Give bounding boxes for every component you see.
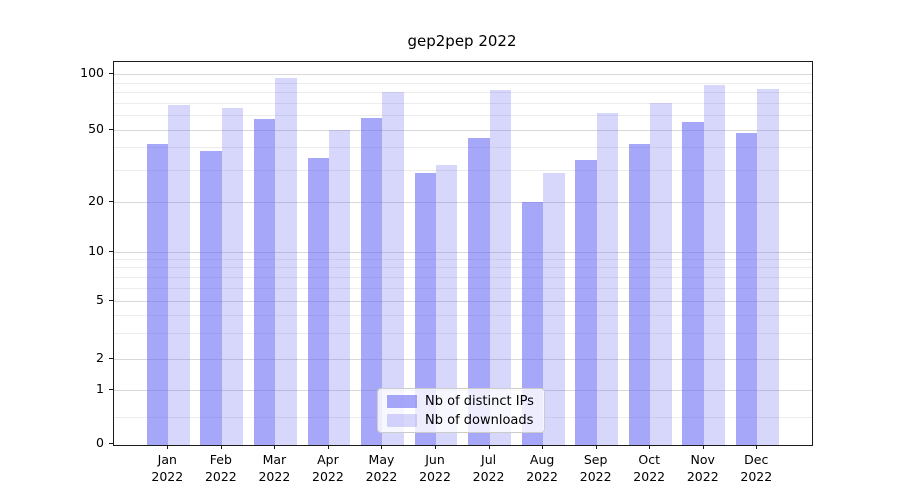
bar-downloads-dec [757,89,779,445]
bar-distinct-ips-may [361,118,383,445]
y-tick-label: 2 [96,349,104,365]
x-tick-mark [220,445,222,449]
gridline-major [114,201,812,203]
x-tick-mark [488,445,490,449]
x-tick-label-oct: Oct 2022 [633,452,666,484]
gridline-minor [114,102,812,104]
gridline-minor [114,147,812,149]
x-tick-label-aug: Aug 2022 [526,452,559,484]
bar-distinct-ips-dec [735,133,758,445]
y-tick-mark [109,357,113,359]
bar-downloads-jun [436,164,458,445]
x-tick-mark [702,445,704,449]
bar-downloads-aug [543,172,565,445]
x-tick-label-sep: Sep 2022 [579,452,612,484]
bar-distinct-ips-jul [468,138,490,445]
legend-item-downloads: Nb of downloads [387,413,544,428]
gridline-major [114,300,812,302]
gridline-major [114,130,812,131]
bar-distinct-ips-apr [307,157,329,445]
bar-distinct-ips-mar [253,119,276,445]
legend: Nb of distinct IPs Nb of downloads [377,388,545,433]
bar-distinct-ips-oct [628,143,651,445]
gridline-major [114,74,812,76]
legend-swatch-distinct-ips [387,394,417,408]
legend-label-distinct-ips: Nb of distinct IPs [425,393,534,409]
y-tick-mark [109,299,113,301]
x-tick-mark [327,445,329,449]
bar-distinct-ips-sep [575,160,597,445]
y-tick-label: 5 [96,291,104,307]
gridline-minor [114,314,812,316]
y-tick-mark [109,389,113,391]
bar-downloads-oct [650,102,672,445]
bar-distinct-ips-feb [200,151,222,445]
gridline-minor [114,115,812,117]
bar-distinct-ips-jan [146,143,169,445]
bar-downloads-mar [275,78,297,445]
bar-downloads-may [382,92,404,445]
gridline-minor [114,82,812,84]
x-tick-label-may: May 2022 [365,452,398,484]
y-tick-mark [109,200,113,202]
x-tick-label-jan: Jan 2022 [151,452,184,484]
x-tick-label-apr: Apr 2022 [312,452,344,484]
legend-swatch-downloads [387,413,417,427]
gridline-major [114,251,812,253]
y-tick-mark [109,129,113,130]
y-tick-label: 100 [80,65,104,81]
x-tick-mark [167,445,169,449]
y-tick-mark [109,73,113,75]
y-tick-label: 1 [96,381,104,397]
x-tick-label-feb: Feb 2022 [204,452,237,484]
bar-downloads-jul [489,90,511,445]
x-tick-mark [381,445,383,449]
gridline-minor [114,287,812,289]
bar-downloads-jan [168,105,190,445]
gridline-minor [114,276,812,278]
y-tick-label: 20 [88,192,104,208]
x-tick-mark [595,445,597,449]
x-tick-label-mar: Mar 2022 [258,452,291,484]
x-tick-mark [542,445,544,449]
bar-downloads-apr [328,130,351,445]
y-tick-label: 50 [88,121,104,136]
x-tick-label-dec: Dec 2022 [740,452,773,484]
plot-area [113,61,813,446]
x-tick-mark [274,445,276,449]
x-tick-mark [649,445,651,449]
x-tick-label-jul: Jul 2022 [472,452,505,484]
gridline-minor [114,169,812,171]
bar-distinct-ips-nov [682,122,704,445]
y-tick-mark [109,443,113,445]
chart-title: gep2pep 2022 [407,32,517,50]
x-tick-label-jun: Jun 2022 [419,452,451,484]
gridline-major [114,358,812,360]
x-tick-mark [435,445,437,449]
bar-downloads-nov [703,85,726,445]
bar-distinct-ips-jun [414,172,437,445]
bar-downloads-sep [596,112,619,445]
bar-distinct-ips-aug [521,201,544,445]
x-tick-mark [756,445,758,449]
gridline-minor [114,333,812,335]
gridline-minor [114,267,812,269]
legend-item-distinct-ips: Nb of distinct IPs [387,394,544,409]
gridline-minor [114,92,812,94]
legend-label-downloads: Nb of downloads [425,412,534,428]
gridline-minor [114,259,812,261]
bar-downloads-feb [221,107,244,445]
y-tick-label: 0 [96,435,104,451]
y-tick-label: 10 [88,242,104,258]
y-tick-mark [109,250,113,252]
x-tick-label-nov: Nov 2022 [686,452,719,484]
